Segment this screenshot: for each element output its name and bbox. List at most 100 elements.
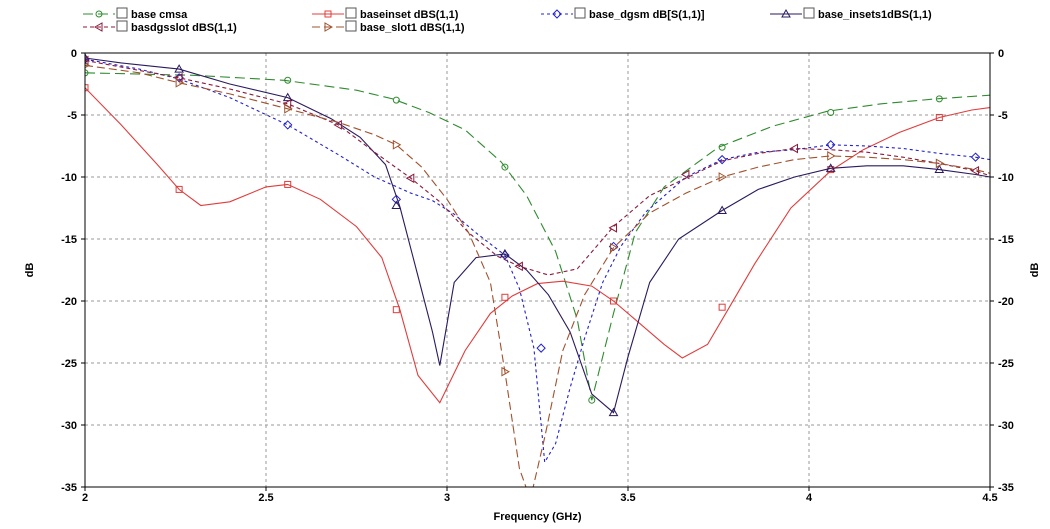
data-point (501, 163, 509, 171)
data-point (391, 200, 402, 210)
series-line (85, 59, 990, 276)
data-point (608, 407, 619, 417)
y-tick-label-left: -30 (61, 420, 77, 432)
y-axis-title-left: dB (24, 263, 36, 278)
data-point (935, 95, 943, 103)
y-tick-label-left: -20 (61, 296, 77, 308)
data-point (174, 64, 184, 73)
legend-checkbox[interactable] (574, 7, 586, 19)
y-tick-label-left: -25 (61, 358, 77, 370)
series-1 (85, 69, 990, 404)
data-point (826, 140, 836, 150)
data-point (536, 343, 546, 353)
legend-label: base cmsa (131, 9, 188, 21)
data-point (392, 139, 402, 150)
y-tick-label-right: -10 (998, 172, 1014, 184)
data-point (324, 10, 332, 18)
data-point (970, 152, 981, 162)
x-tick-label: 2 (82, 492, 88, 504)
legend-label: base_slot1 dBS(1,1) (360, 22, 465, 34)
x-tick-label: 3 (444, 492, 450, 504)
legend-checkbox[interactable] (116, 20, 128, 32)
data-point (324, 22, 334, 32)
legend-checkbox[interactable] (116, 7, 128, 19)
y-tick-label-left: -35 (61, 482, 77, 494)
data-point (717, 154, 727, 165)
data-point (333, 120, 342, 130)
legend-checkbox[interactable] (803, 7, 815, 19)
y-tick-label-left: -5 (67, 110, 77, 122)
data-point (588, 396, 596, 404)
y-tick-label-left: -15 (61, 234, 77, 246)
y-tick-label-right: -35 (998, 482, 1014, 494)
data-point (85, 55, 89, 66)
series-line (85, 58, 990, 464)
data-point (717, 205, 727, 214)
data-point (282, 92, 293, 102)
data-point (789, 143, 799, 154)
x-tick-label: 4.5 (982, 492, 997, 504)
legend-item: base_slot1 dBS(1,1) (312, 20, 465, 34)
data-point (391, 194, 402, 205)
data-point (610, 297, 618, 305)
data-point (608, 222, 618, 233)
x-axis-title: Frequency (GHz) (493, 511, 581, 523)
grid (85, 53, 990, 487)
y-tick-label-left: -10 (61, 172, 77, 184)
data-point (718, 172, 728, 182)
legend-label: baseinset dBS(1,1) (360, 9, 459, 21)
data-point (175, 77, 185, 88)
data-point (610, 242, 619, 253)
data-point (392, 306, 400, 314)
y-tick-label-right: -30 (998, 420, 1014, 432)
data-point (935, 158, 945, 169)
data-point (934, 164, 945, 174)
data-point (93, 22, 103, 32)
data-point (501, 293, 509, 301)
data-point (85, 69, 89, 77)
plot-frame (84, 52, 991, 488)
data-point (552, 9, 562, 19)
data-point (283, 120, 293, 130)
data-point (935, 113, 943, 121)
y-tick-label-right: -5 (998, 110, 1008, 122)
x-tick-label: 2.5 (258, 492, 273, 504)
y-tick-label-right: 0 (998, 48, 1004, 60)
y-axis-title-right: dB (1029, 263, 1041, 278)
y-tick-label-right: -20 (998, 296, 1014, 308)
x-tick-label: 3.5 (620, 492, 635, 504)
data-point (718, 303, 726, 311)
legend-label: base_insets1dBS(1,1) (818, 9, 932, 21)
x-tick-label: 4 (806, 492, 813, 504)
legend-item: base_dgsm dB[S(1,1)] (541, 7, 705, 21)
data-point (827, 109, 835, 117)
tick-layer: 2 2.5 3 3.5 4 4.5 0 0 -5 -5 -10 -10 -15 -15 -20 -20 -25 -… (61, 48, 1014, 504)
legend-checkbox[interactable] (345, 7, 357, 19)
data-point (781, 8, 791, 18)
series-layer (85, 53, 990, 487)
legend-item: baseinset dBS(1,1) (312, 7, 459, 21)
data-point (85, 84, 89, 92)
data-point (392, 96, 400, 104)
legend-item: base_insets1dBS(1,1) (770, 7, 932, 21)
data-point (718, 143, 726, 151)
series-2 (85, 84, 990, 404)
data-point (825, 163, 836, 172)
data-point (284, 103, 293, 114)
data-point (514, 261, 523, 272)
data-point (284, 180, 292, 188)
y-tick-label-left: 0 (71, 48, 77, 60)
legend-checkbox[interactable] (345, 20, 357, 32)
data-point (95, 10, 103, 18)
series-line (85, 64, 990, 487)
legend-item: basdgsslot dBS(1,1) (83, 20, 237, 34)
data-point (284, 76, 292, 84)
legend-label: basdgsslot dBS(1,1) (131, 22, 237, 34)
data-point (405, 173, 415, 184)
series-line (85, 87, 990, 404)
data-point (175, 185, 183, 193)
data-point (501, 366, 510, 377)
